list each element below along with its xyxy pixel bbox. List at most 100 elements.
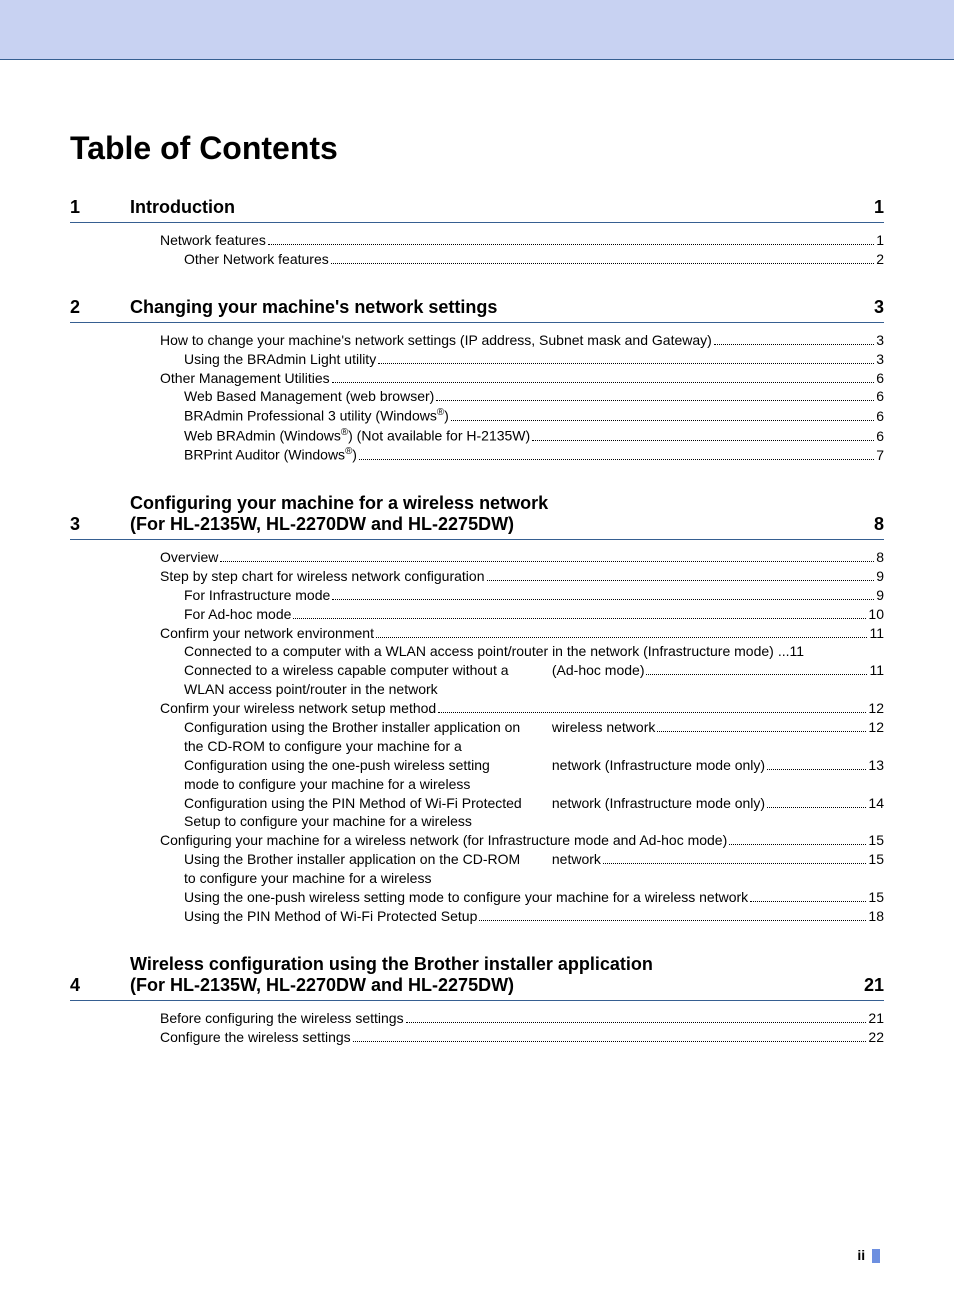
leader-dots bbox=[353, 1032, 867, 1042]
toc-entry[interactable]: Overview 8 bbox=[160, 548, 884, 567]
entry-text: For Infrastructure mode bbox=[184, 586, 330, 605]
entry-continuation: network (Infrastructure mode only) bbox=[552, 794, 765, 813]
toc-entry[interactable]: Configure the wireless settings 22 bbox=[160, 1028, 884, 1047]
entry-page: ...11 bbox=[778, 642, 804, 661]
entry-page: 14 bbox=[868, 794, 884, 813]
leader-dots bbox=[331, 254, 874, 264]
leader-dots bbox=[479, 911, 866, 921]
entry-text: Before configuring the wireless settings bbox=[160, 1009, 404, 1028]
entry-page: 8 bbox=[876, 548, 884, 567]
section-title[interactable]: Changing your machine's network settings bbox=[130, 297, 497, 318]
entry-page: 22 bbox=[868, 1028, 884, 1047]
section-header: 1Introduction1 bbox=[70, 197, 884, 223]
toc-entry[interactable]: Step by step chart for wireless network … bbox=[160, 567, 884, 586]
entry-text: For Ad-hoc mode bbox=[184, 605, 291, 624]
toc-entry[interactable]: Other Network features2 bbox=[160, 250, 884, 269]
toc-entry[interactable]: Before configuring the wireless settings… bbox=[160, 1009, 884, 1028]
leader-dots bbox=[378, 354, 874, 364]
entry-page: 9 bbox=[876, 567, 884, 586]
entry-continuation: network (Infrastructure mode only) bbox=[552, 756, 765, 775]
leader-dots bbox=[332, 590, 874, 600]
section-title-wrap: Introduction1 bbox=[130, 197, 884, 218]
entry-text: Connected to a wireless capable computer… bbox=[184, 661, 528, 699]
toc-entry[interactable]: For Ad-hoc mode 10 bbox=[160, 605, 884, 624]
entry-page: 15 bbox=[868, 831, 884, 850]
entry-page: 2 bbox=[876, 250, 884, 269]
entry-page: 18 bbox=[868, 907, 884, 926]
toc-entry[interactable]: Using the Brother installer application … bbox=[160, 850, 884, 888]
entry-page: 9 bbox=[876, 586, 884, 605]
toc-entry[interactable]: Connected to a wireless capable computer… bbox=[160, 661, 884, 699]
toc-entry[interactable]: Connected to a computer with a WLAN acce… bbox=[160, 642, 884, 661]
entry-page: 15 bbox=[868, 850, 884, 869]
leader-dots bbox=[532, 431, 874, 441]
entry-text: Confirm your network environment bbox=[160, 624, 374, 643]
entry-text: How to change your machine's network set… bbox=[160, 331, 712, 350]
toc-entry[interactable]: Configuring your machine for a wireless … bbox=[160, 831, 884, 850]
footer-accent-bar bbox=[872, 1249, 880, 1263]
page-number: ii bbox=[857, 1247, 865, 1263]
toc-section: 4Wireless configuration using the Brothe… bbox=[70, 954, 884, 1047]
toc-entry[interactable]: Using the one-push wireless setting mode… bbox=[160, 888, 884, 907]
entry-text: BRAdmin Professional 3 utility (Windows®… bbox=[184, 406, 449, 426]
entry-page: 11 bbox=[869, 661, 884, 680]
toc-entry[interactable]: Confirm your network environment 11 bbox=[160, 624, 884, 643]
toc-entry[interactable]: Using the PIN Method of Wi-Fi Protected … bbox=[160, 907, 884, 926]
section-number: 2 bbox=[70, 297, 130, 318]
toc-entry[interactable]: How to change your machine's network set… bbox=[160, 331, 884, 350]
entry-page: 6 bbox=[876, 407, 884, 426]
entry-page: 10 bbox=[868, 605, 884, 624]
entry-text: Overview bbox=[160, 548, 218, 567]
toc-entry[interactable]: Web BRAdmin (Windows®) (Not available fo… bbox=[160, 426, 884, 446]
section-header: 2Changing your machine's network setting… bbox=[70, 297, 884, 323]
entry-text: BRPrint Auditor (Windows®) bbox=[184, 445, 357, 465]
section-title[interactable]: Wireless configuration using the Brother… bbox=[130, 954, 653, 996]
toc-entry[interactable]: Web Based Management (web browser)6 bbox=[160, 387, 884, 406]
toc-entry[interactable]: Configuration using the one-push wireles… bbox=[160, 756, 884, 794]
section-page: 8 bbox=[874, 514, 884, 535]
entry-page: 6 bbox=[876, 387, 884, 406]
leader-dots bbox=[603, 854, 867, 864]
toc-entry[interactable]: BRAdmin Professional 3 utility (Windows®… bbox=[160, 406, 884, 426]
toc-entry[interactable]: BRPrint Auditor (Windows®)7 bbox=[160, 445, 884, 465]
entry-page: 6 bbox=[876, 427, 884, 446]
leader-dots bbox=[376, 628, 867, 638]
entry-text: Using the one-push wireless setting mode… bbox=[184, 888, 748, 907]
section-page: 3 bbox=[874, 297, 884, 318]
entry-text: Web BRAdmin (Windows®) (Not available fo… bbox=[184, 426, 530, 446]
toc-entry[interactable]: Configuration using the Brother installe… bbox=[160, 718, 884, 756]
entry-page: 11 bbox=[869, 624, 884, 643]
entry-text: Confirm your wireless network setup meth… bbox=[160, 699, 436, 718]
leader-dots bbox=[332, 373, 875, 383]
toc-entry[interactable]: Using the BRAdmin Light utility3 bbox=[160, 350, 884, 369]
entry-continuation: network bbox=[552, 850, 601, 869]
leader-dots bbox=[293, 609, 866, 619]
toc-entry[interactable]: Configuration using the PIN Method of Wi… bbox=[160, 794, 884, 832]
toc-sections: 1Introduction1 Network features1Other Net… bbox=[70, 197, 884, 1047]
entry-continuation: (Ad-hoc mode) bbox=[552, 661, 645, 680]
leader-dots bbox=[646, 666, 867, 676]
leader-dots bbox=[268, 235, 874, 245]
leader-dots bbox=[436, 392, 874, 402]
entry-page: 3 bbox=[876, 331, 884, 350]
toc-entry[interactable]: Network features1 bbox=[160, 231, 884, 250]
section-entries: Network features1Other Network features2 bbox=[70, 231, 884, 269]
section-number: 3 bbox=[70, 514, 130, 535]
leader-dots bbox=[714, 335, 874, 345]
section-title[interactable]: Configuring your machine for a wireless … bbox=[130, 493, 548, 535]
toc-entry[interactable]: Confirm your wireless network setup meth… bbox=[160, 699, 884, 718]
entry-text: Configure the wireless settings bbox=[160, 1028, 351, 1047]
header-bar bbox=[0, 0, 954, 60]
toc-entry[interactable]: For Infrastructure mode 9 bbox=[160, 586, 884, 605]
entry-text: Configuring your machine for a wireless … bbox=[160, 831, 727, 850]
page-title: Table of Contents bbox=[70, 130, 884, 167]
toc-entry[interactable]: Other Management Utilities6 bbox=[160, 369, 884, 388]
section-number: 4 bbox=[70, 975, 130, 996]
section-title[interactable]: Introduction bbox=[130, 197, 235, 218]
section-entries: Overview 8Step by step chart for wireless… bbox=[70, 548, 884, 926]
entry-page: 12 bbox=[868, 699, 884, 718]
entry-continuation: wireless network bbox=[552, 718, 655, 737]
entry-text: Connected to a computer with a WLAN acce… bbox=[184, 642, 774, 661]
leader-dots bbox=[438, 703, 866, 713]
entry-page: 12 bbox=[868, 718, 884, 737]
